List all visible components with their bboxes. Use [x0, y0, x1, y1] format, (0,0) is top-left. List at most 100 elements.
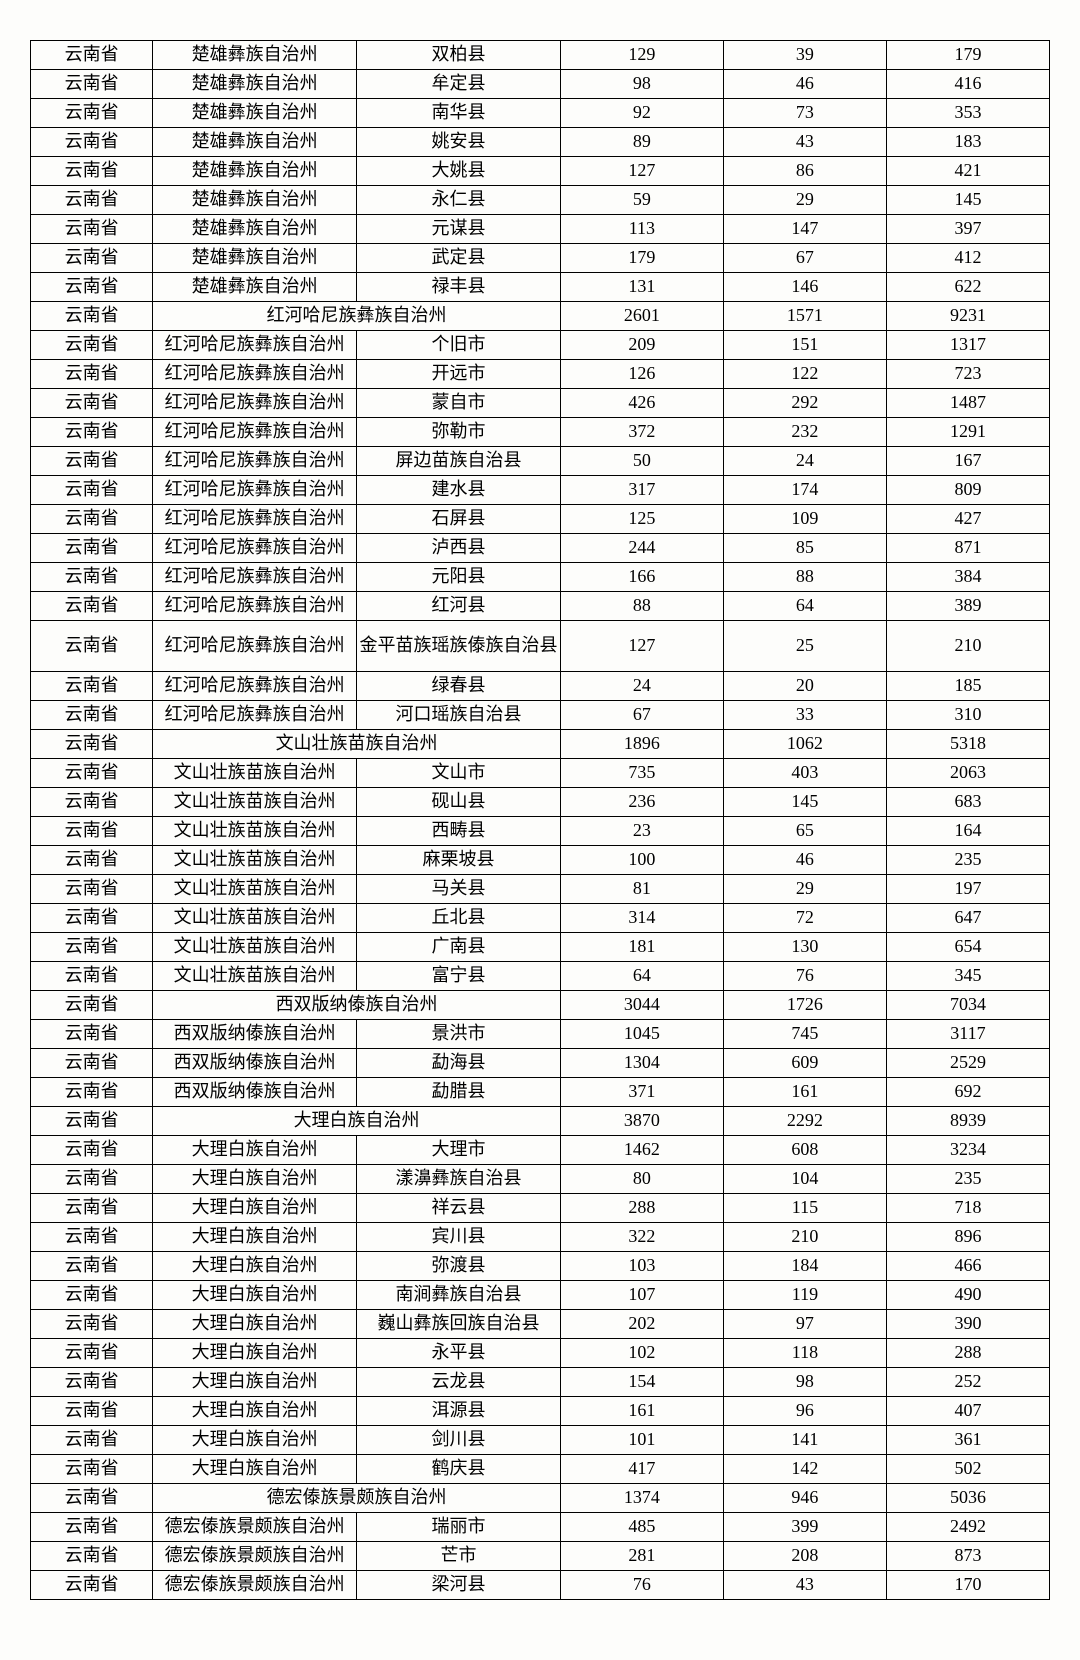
cell-county: 绿春县 — [357, 672, 561, 701]
cell-value: 151 — [723, 331, 886, 360]
cell-county: 马关县 — [357, 875, 561, 904]
cell-prefecture: 红河哈尼族彝族自治州 — [153, 672, 357, 701]
cell-prefecture: 红河哈尼族彝族自治州 — [153, 505, 357, 534]
cell-province: 云南省 — [31, 186, 153, 215]
cell-prefecture: 大理白族自治州 — [153, 1252, 357, 1281]
table-row: 云南省红河哈尼族彝族自治州金平苗族瑶族傣族自治县12725210 — [31, 621, 1050, 672]
table-row: 云南省红河哈尼族彝族自治州蒙自市4262921487 — [31, 389, 1050, 418]
cell-province: 云南省 — [31, 1107, 153, 1136]
cell-value: 43 — [723, 128, 886, 157]
cell-value: 59 — [560, 186, 723, 215]
cell-value: 88 — [560, 592, 723, 621]
cell-province: 云南省 — [31, 1426, 153, 1455]
cell-value: 317 — [560, 476, 723, 505]
cell-value: 3870 — [560, 1107, 723, 1136]
table-row: 云南省大理白族自治州鹤庆县417142502 — [31, 1455, 1050, 1484]
cell-county: 武定县 — [357, 244, 561, 273]
cell-value: 809 — [886, 476, 1049, 505]
cell-prefecture: 楚雄彝族自治州 — [153, 215, 357, 244]
cell-county: 双柏县 — [357, 41, 561, 70]
cell-province: 云南省 — [31, 621, 153, 672]
cell-value: 372 — [560, 418, 723, 447]
cell-county: 大姚县 — [357, 157, 561, 186]
cell-county: 南华县 — [357, 99, 561, 128]
table-row: 云南省大理白族自治州洱源县16196407 — [31, 1397, 1050, 1426]
cell-value: 417 — [560, 1455, 723, 1484]
cell-value: 292 — [723, 389, 886, 418]
cell-county: 砚山县 — [357, 788, 561, 817]
cell-value: 718 — [886, 1194, 1049, 1223]
cell-county: 漾濞彝族自治县 — [357, 1165, 561, 1194]
table-row: 云南省文山壮族苗族自治州马关县8129197 — [31, 875, 1050, 904]
cell-province: 云南省 — [31, 215, 153, 244]
cell-county: 元阳县 — [357, 563, 561, 592]
cell-value: 85 — [723, 534, 886, 563]
cell-value: 24 — [560, 672, 723, 701]
cell-prefecture: 大理白族自治州 — [153, 1397, 357, 1426]
table-row: 云南省文山壮族苗族自治州富宁县6476345 — [31, 962, 1050, 991]
cell-prefecture: 红河哈尼族彝族自治州 — [153, 563, 357, 592]
cell-value: 2601 — [560, 302, 723, 331]
table-row: 云南省红河哈尼族彝族自治州河口瑶族自治县6733310 — [31, 701, 1050, 730]
cell-value: 76 — [723, 962, 886, 991]
cell-province: 云南省 — [31, 1136, 153, 1165]
table-row: 云南省德宏傣族景颇族自治州瑞丽市4853992492 — [31, 1513, 1050, 1542]
table-row: 云南省大理白族自治州弥渡县103184466 — [31, 1252, 1050, 1281]
table-row: 云南省大理白族自治州云龙县15498252 — [31, 1368, 1050, 1397]
cell-county: 芒市 — [357, 1542, 561, 1571]
cell-prefecture: 楚雄彝族自治州 — [153, 41, 357, 70]
cell-prefecture: 红河哈尼族彝族自治州 — [153, 447, 357, 476]
table-row: 云南省德宏傣族景颇族自治州梁河县7643170 — [31, 1571, 1050, 1600]
cell-province: 云南省 — [31, 1571, 153, 1600]
cell-value: 608 — [723, 1136, 886, 1165]
cell-value: 236 — [560, 788, 723, 817]
cell-value: 118 — [723, 1339, 886, 1368]
cell-prefecture: 大理白族自治州 — [153, 1339, 357, 1368]
cell-value: 399 — [723, 1513, 886, 1542]
cell-prefecture: 文山壮族苗族自治州 — [153, 875, 357, 904]
cell-value: 654 — [886, 933, 1049, 962]
cell-value: 426 — [560, 389, 723, 418]
cell-province: 云南省 — [31, 128, 153, 157]
cell-county: 文山市 — [357, 759, 561, 788]
table-row: 云南省红河哈尼族彝族自治州元阳县16688384 — [31, 563, 1050, 592]
cell-prefecture: 红河哈尼族彝族自治州 — [153, 592, 357, 621]
cell-value: 67 — [723, 244, 886, 273]
cell-county: 泸西县 — [357, 534, 561, 563]
cell-province: 云南省 — [31, 157, 153, 186]
cell-value: 98 — [723, 1368, 886, 1397]
cell-province: 云南省 — [31, 817, 153, 846]
cell-value: 170 — [886, 1571, 1049, 1600]
table-row: 云南省文山壮族苗族自治州砚山县236145683 — [31, 788, 1050, 817]
cell-county: 瑞丽市 — [357, 1513, 561, 1542]
table-row: 云南省大理白族自治州巍山彝族回族自治县20297390 — [31, 1310, 1050, 1339]
cell-value: 1374 — [560, 1484, 723, 1513]
cell-value: 197 — [886, 875, 1049, 904]
cell-prefecture: 西双版纳傣族自治州 — [153, 1078, 357, 1107]
cell-value: 1062 — [723, 730, 886, 759]
table-row: 云南省红河哈尼族彝族自治州弥勒市3722321291 — [31, 418, 1050, 447]
cell-value: 29 — [723, 875, 886, 904]
table-row: 云南省红河哈尼族彝族自治州260115719231 — [31, 302, 1050, 331]
cell-county: 洱源县 — [357, 1397, 561, 1426]
cell-value: 142 — [723, 1455, 886, 1484]
cell-value: 310 — [886, 701, 1049, 730]
cell-value: 896 — [886, 1223, 1049, 1252]
cell-value: 181 — [560, 933, 723, 962]
cell-prefecture: 大理白族自治州 — [153, 1455, 357, 1484]
cell-value: 723 — [886, 360, 1049, 389]
cell-value: 115 — [723, 1194, 886, 1223]
cell-value: 2492 — [886, 1513, 1049, 1542]
cell-value: 100 — [560, 846, 723, 875]
cell-value: 210 — [886, 621, 1049, 672]
cell-county: 开远市 — [357, 360, 561, 389]
cell-value: 72 — [723, 904, 886, 933]
cell-province: 云南省 — [31, 1165, 153, 1194]
table-row: 云南省西双版纳傣族自治州304417267034 — [31, 991, 1050, 1020]
cell-province: 云南省 — [31, 1252, 153, 1281]
cell-prefecture-summary: 西双版纳傣族自治州 — [153, 991, 561, 1020]
cell-value: 164 — [886, 817, 1049, 846]
cell-value: 122 — [723, 360, 886, 389]
cell-value: 147 — [723, 215, 886, 244]
cell-value: 39 — [723, 41, 886, 70]
